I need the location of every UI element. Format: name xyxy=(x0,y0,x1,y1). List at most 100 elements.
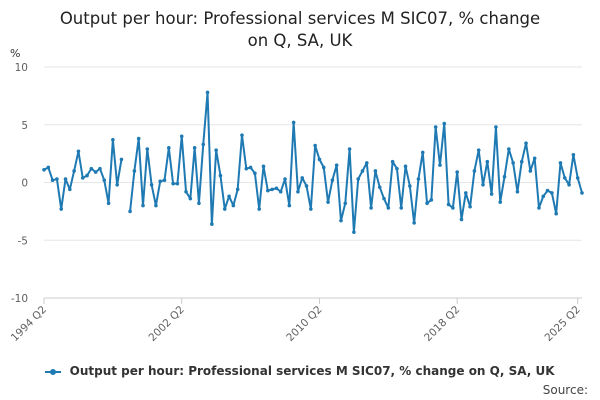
data-point xyxy=(580,191,584,195)
data-point xyxy=(575,176,580,180)
data-point xyxy=(502,174,507,179)
data-point xyxy=(201,142,206,147)
data-point xyxy=(274,186,279,191)
data-point xyxy=(463,191,468,195)
data-point xyxy=(222,207,227,211)
data-point xyxy=(403,164,408,169)
data-point xyxy=(283,177,287,181)
data-point xyxy=(248,165,253,170)
data-point xyxy=(98,166,102,171)
data-point xyxy=(300,176,305,180)
y-axis-label: % xyxy=(10,47,20,60)
data-point xyxy=(63,177,68,181)
data-point xyxy=(347,147,352,151)
data-point xyxy=(132,169,137,173)
data-point xyxy=(326,200,330,204)
data-point xyxy=(179,134,184,139)
data-point xyxy=(390,159,395,164)
data-point xyxy=(365,161,369,165)
data-point xyxy=(425,201,429,206)
data-point xyxy=(291,120,296,125)
data-point xyxy=(136,136,141,141)
data-point xyxy=(562,176,567,180)
data-point xyxy=(154,203,158,208)
legend-line-marker-icon xyxy=(45,367,62,377)
data-point xyxy=(446,202,451,207)
data-point xyxy=(485,159,490,164)
data-point xyxy=(46,165,51,170)
data-point xyxy=(296,189,300,194)
data-point xyxy=(72,169,76,173)
data-point xyxy=(528,169,533,173)
data-point xyxy=(231,203,236,208)
data-point xyxy=(261,164,266,169)
chart-title-line-1: Output per hour: Professional services M… xyxy=(59,9,541,28)
y-tick-labels: -10 -5 0 5 10 xyxy=(11,62,28,305)
data-point xyxy=(511,161,515,165)
data-point xyxy=(459,217,464,222)
data-point xyxy=(545,188,550,193)
data-point xyxy=(287,203,292,208)
data-point xyxy=(382,196,386,201)
y-tick-label: 0 xyxy=(21,178,28,190)
data-point xyxy=(433,125,438,129)
data-point xyxy=(42,168,46,172)
x-axis: 1994 Q2 2002 Q2 2010 Q2 2018 Q2 2025 Q2 xyxy=(9,297,583,344)
data-point xyxy=(192,146,197,150)
data-point xyxy=(80,176,85,180)
data-point xyxy=(416,177,421,181)
legend-label: Output per hour: Professional services M… xyxy=(69,364,555,378)
data-point xyxy=(317,157,322,162)
data-point xyxy=(68,187,72,192)
data-point xyxy=(128,209,132,214)
data-point xyxy=(571,152,576,157)
data-point xyxy=(498,200,503,204)
x-tick-label: 2002 Q2 xyxy=(147,304,187,344)
data-point xyxy=(141,203,145,208)
x-tick-label: 2025 Q2 xyxy=(543,304,583,344)
x-tick-label: 1994 Q2 xyxy=(9,304,49,344)
series-line xyxy=(43,91,583,234)
data-point xyxy=(352,230,356,234)
data-point xyxy=(55,177,59,181)
data-point xyxy=(360,169,365,173)
data-point xyxy=(106,201,111,206)
data-point xyxy=(567,183,571,187)
series-line-group xyxy=(42,90,584,234)
data-point xyxy=(554,211,558,216)
data-point xyxy=(111,137,115,142)
data-point xyxy=(541,194,546,199)
data-point xyxy=(515,189,520,194)
data-point xyxy=(356,177,360,181)
data-point xyxy=(205,90,210,95)
data-point xyxy=(76,149,81,154)
data-point xyxy=(171,181,175,186)
data-point xyxy=(408,184,412,188)
data-point xyxy=(93,170,98,174)
data-point xyxy=(442,121,447,126)
x-tick-label: 2018 Q2 xyxy=(422,304,462,344)
data-point xyxy=(524,141,528,146)
data-point xyxy=(386,206,391,210)
data-point xyxy=(244,166,249,171)
legend[interactable]: Output per hour: Professional services M… xyxy=(0,364,600,378)
data-point xyxy=(412,221,416,225)
data-point xyxy=(188,196,193,201)
data-point xyxy=(115,183,119,187)
data-point xyxy=(455,170,459,174)
data-point xyxy=(507,147,511,151)
data-point xyxy=(476,148,481,152)
data-point xyxy=(50,178,55,182)
data-point xyxy=(343,201,348,206)
data-point xyxy=(214,148,218,152)
chart-title-line-2: on Q, SA, UK xyxy=(247,31,353,50)
data-point xyxy=(257,207,262,211)
source-label: Source: xyxy=(542,383,588,397)
data-point xyxy=(162,178,167,182)
data-point xyxy=(102,178,107,182)
data-point xyxy=(532,156,537,161)
data-point xyxy=(369,206,373,210)
data-point xyxy=(304,184,309,188)
y-tick-label: -5 xyxy=(18,235,28,247)
